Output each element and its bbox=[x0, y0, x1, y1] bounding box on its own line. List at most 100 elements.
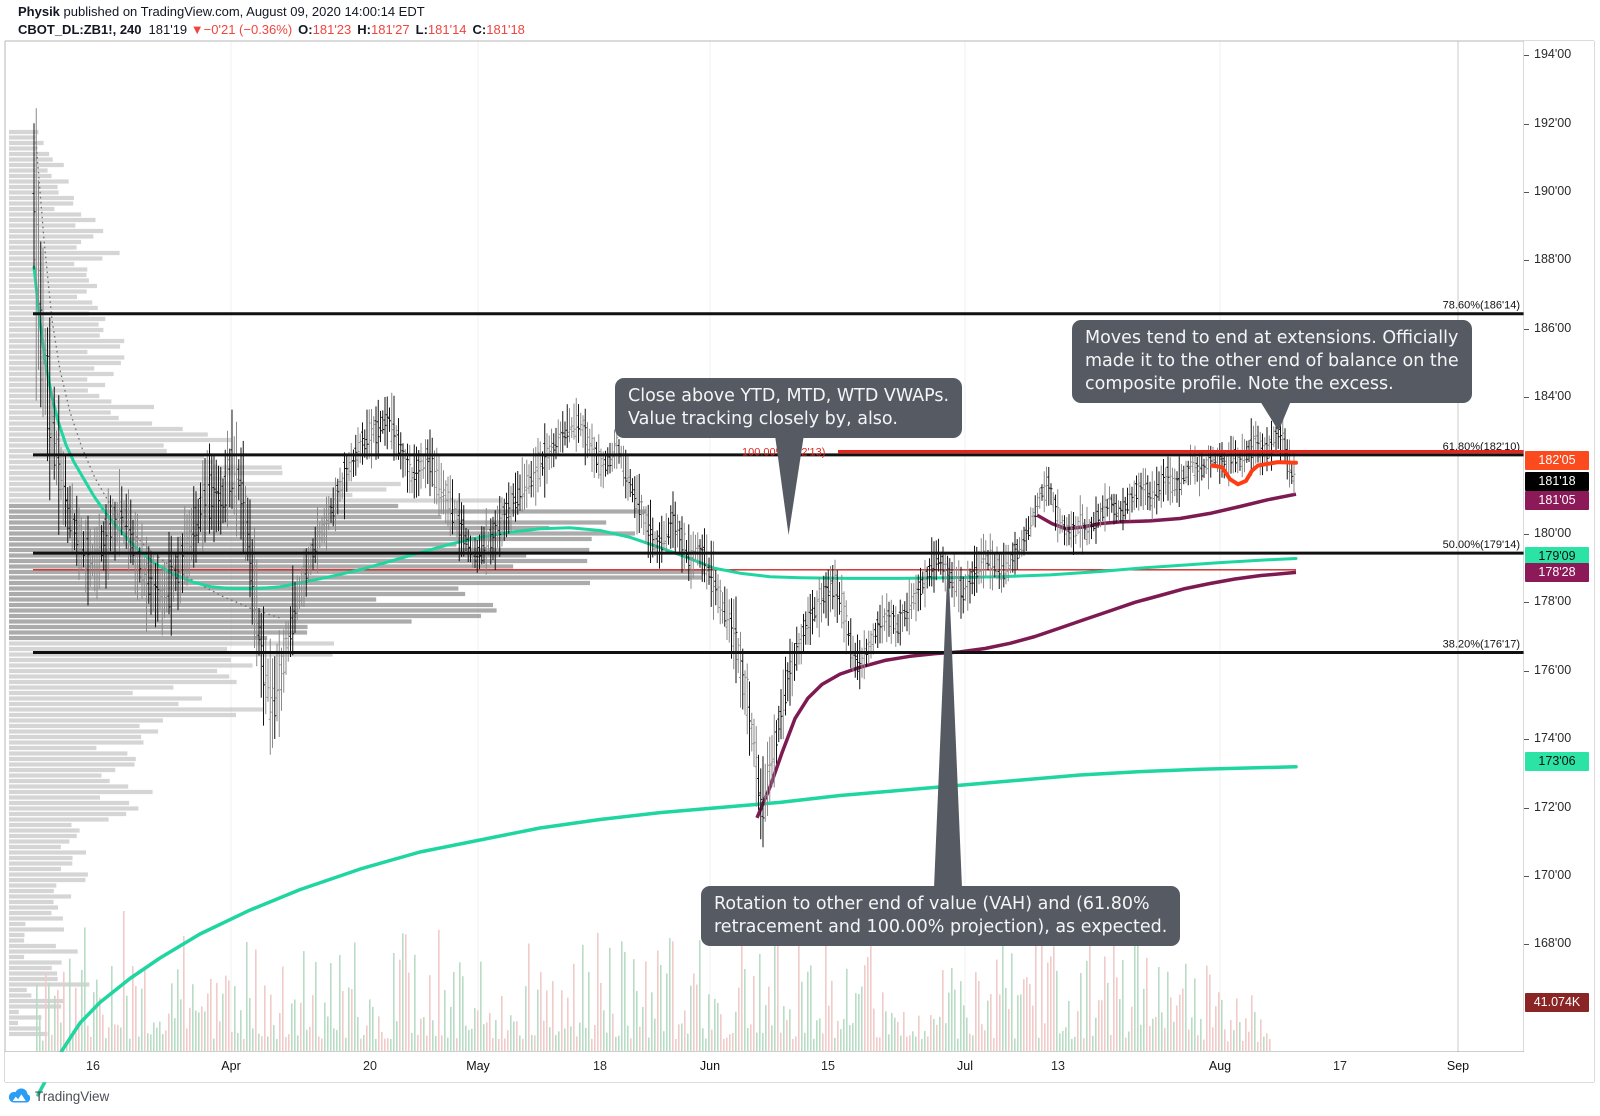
volume-bar bbox=[303, 951, 305, 1051]
volume-bar bbox=[102, 1014, 104, 1051]
volume-bar bbox=[828, 1005, 830, 1051]
volume-bar bbox=[615, 1036, 617, 1051]
volume-bar bbox=[708, 994, 710, 1051]
profile-row bbox=[9, 756, 136, 762]
time-tick-label: Apr bbox=[221, 1059, 241, 1073]
volume-bar bbox=[627, 1025, 629, 1051]
volume-bar bbox=[255, 949, 257, 1051]
weekly-vwap-line[interactable] bbox=[1210, 460, 1298, 487]
volume-bar bbox=[507, 1030, 509, 1051]
profile-row bbox=[9, 316, 106, 322]
volume-bar bbox=[42, 1040, 44, 1051]
profile-row bbox=[9, 778, 110, 784]
profile-row bbox=[9, 619, 412, 624]
volume-bar bbox=[1161, 1012, 1163, 1051]
volume-bar bbox=[450, 1006, 452, 1051]
volume-bar bbox=[915, 1036, 917, 1051]
volume-bar bbox=[879, 1037, 881, 1051]
volume-bar bbox=[180, 999, 182, 1051]
fib-projection[interactable]: 100.00%(182'13) bbox=[742, 447, 1524, 459]
slow-ma-line[interactable] bbox=[36, 765, 1298, 1097]
profile-row bbox=[9, 696, 202, 701]
profile-row bbox=[9, 690, 133, 696]
volume-bar bbox=[975, 972, 977, 1051]
volume-bar bbox=[114, 1024, 116, 1051]
volume-bar bbox=[150, 1034, 152, 1051]
price-tick-label: 174'00 bbox=[1534, 731, 1572, 746]
volume-bar bbox=[795, 1036, 797, 1051]
volume-bar bbox=[225, 975, 227, 1051]
callout-vwap-close-note[interactable]: Close above YTD, MTD, WTD VWAPs. Value t… bbox=[615, 378, 963, 438]
volume-bar bbox=[888, 1034, 890, 1051]
time-axis[interactable]: 16 Apr 20 May 18 Jun 15 Jul 13 Aug 17 Sep bbox=[5, 1052, 1594, 1082]
profile-row bbox=[9, 883, 57, 888]
volume-bar bbox=[1134, 936, 1136, 1051]
secondary-vwap-line[interactable] bbox=[1036, 492, 1297, 531]
price-bars[interactable] bbox=[32, 108, 1296, 848]
price-tick-dash bbox=[1524, 55, 1529, 57]
volume-bar bbox=[162, 1034, 164, 1051]
price-tick-label: 190'00 bbox=[1534, 183, 1572, 198]
volume-bar bbox=[342, 991, 344, 1051]
profile-row bbox=[9, 250, 120, 256]
price-axis[interactable]: 194'00 192'00 190'00 188'00 186'00 184'00 180'… bbox=[1524, 41, 1594, 1082]
profile-row bbox=[9, 685, 174, 690]
profile-row bbox=[9, 987, 27, 993]
price-tick-label: 192'00 bbox=[1534, 115, 1572, 130]
profile-row bbox=[9, 212, 82, 217]
fib-label: 38.20%(176'17) bbox=[1443, 639, 1520, 651]
profile-row bbox=[9, 899, 54, 905]
volume-bar bbox=[1005, 988, 1007, 1051]
profile-row bbox=[9, 366, 95, 371]
profile-row bbox=[9, 338, 125, 344]
volume-bar bbox=[381, 1031, 383, 1051]
price-tick-dash bbox=[1524, 739, 1529, 741]
volume-bar bbox=[270, 994, 272, 1051]
volume-bar bbox=[165, 1030, 167, 1051]
volume-bar bbox=[132, 966, 134, 1051]
volume-bar bbox=[327, 1016, 329, 1051]
dotted-trendline[interactable] bbox=[35, 141, 281, 619]
volume-bar bbox=[1011, 953, 1013, 1051]
tradingview-logo[interactable]: TradingView bbox=[8, 1088, 109, 1104]
profile-row bbox=[9, 575, 702, 580]
volume-bar bbox=[198, 1012, 200, 1051]
profile-row bbox=[9, 960, 62, 965]
volume-bar bbox=[387, 1038, 389, 1051]
profile-row bbox=[9, 872, 88, 877]
profile-row bbox=[9, 822, 72, 828]
price-label-badge: 173'06 bbox=[1525, 751, 1589, 771]
volume-bar bbox=[843, 1018, 845, 1051]
volume-bar bbox=[60, 1022, 62, 1051]
symbol-title: CBOT_DL:ZB1!, 240 bbox=[18, 22, 142, 37]
volume-bar bbox=[363, 1035, 365, 1051]
volume-bar bbox=[144, 966, 146, 1051]
volume-bar bbox=[918, 1015, 920, 1051]
volume-bar bbox=[750, 1024, 752, 1051]
profile-row bbox=[9, 641, 334, 646]
profile-row bbox=[9, 663, 253, 668]
anchored-vwap-line[interactable] bbox=[755, 570, 1297, 819]
volume-bar bbox=[882, 992, 884, 1051]
volume-bar bbox=[138, 1036, 140, 1051]
profile-row bbox=[9, 399, 112, 404]
volume-bar bbox=[630, 1038, 632, 1051]
profile-row bbox=[9, 459, 214, 465]
callout-extensions-note[interactable]: Moves tend to end at extensions. Officia… bbox=[1072, 320, 1472, 403]
profile-row bbox=[9, 712, 236, 718]
volume-bar bbox=[1032, 1005, 1034, 1051]
volume-bar bbox=[552, 981, 554, 1051]
profile-row bbox=[9, 498, 502, 503]
profile-row bbox=[9, 762, 135, 767]
volume-bar bbox=[663, 1031, 665, 1051]
volume-bar bbox=[771, 1025, 773, 1051]
volume-bar bbox=[972, 1035, 974, 1051]
callout-rotation-note[interactable]: Rotation to other end of value (VAH) and… bbox=[701, 886, 1181, 946]
price-tick-label: 180'00 bbox=[1534, 525, 1572, 540]
volume-bar bbox=[417, 1035, 419, 1051]
close-label: C: bbox=[472, 22, 487, 37]
volume-bar bbox=[291, 1003, 293, 1051]
volume-bar bbox=[870, 946, 872, 1051]
profile-row bbox=[9, 415, 119, 421]
